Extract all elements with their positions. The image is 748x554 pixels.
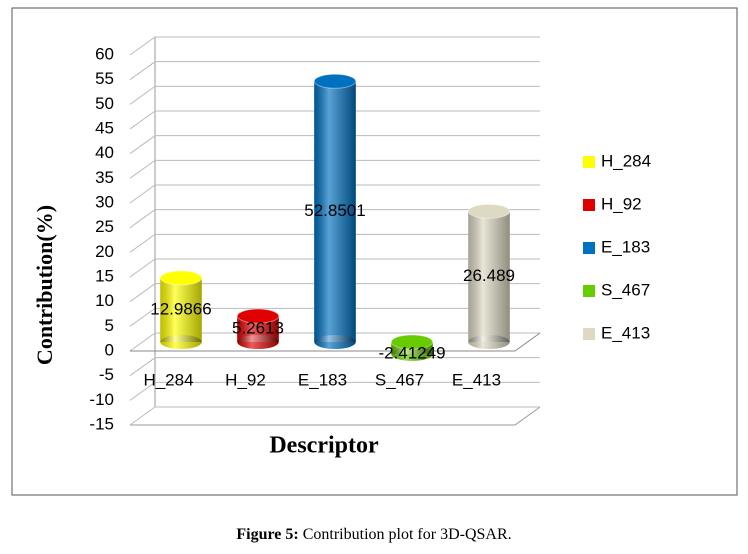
y-axis-label: Contribution(%) [32, 205, 57, 365]
bar [467, 203, 511, 349]
y-tick-label: -10 [89, 390, 114, 409]
legend-swatch [583, 242, 595, 254]
grid-line [129, 258, 540, 278]
grid-line [129, 307, 540, 327]
bar-top [390, 334, 434, 350]
y-tick-label: 20 [95, 242, 114, 261]
x-axis-label: Descriptor [269, 433, 379, 459]
caption: Figure 5: Contribution plot for 3D-QSAR. [236, 526, 511, 543]
chart-border [11, 7, 738, 496]
bar-top [467, 203, 511, 219]
grid-line [129, 381, 540, 401]
grid-line [129, 233, 540, 253]
caption-text: Contribution plot for 3D-QSAR. [303, 526, 512, 543]
x-tick-label: H_284 [143, 370, 193, 389]
y-tick-label: 60 [95, 44, 114, 63]
caption-label: Figure 5: [236, 526, 298, 543]
legend-swatch [583, 199, 595, 211]
grid-line [129, 36, 540, 56]
bar [390, 334, 434, 361]
y-tick-label: 35 [95, 168, 114, 187]
grid-line [129, 406, 540, 426]
legend-label: S_467 [601, 280, 650, 299]
data-label: 12.9866 [150, 299, 211, 318]
legend-label: E_183 [601, 237, 650, 256]
y-tick-label: 30 [95, 192, 114, 211]
legend-swatch [583, 285, 595, 297]
y-tick-label: 10 [95, 291, 114, 310]
legend-swatch [583, 328, 595, 340]
grid-line [129, 283, 540, 303]
floor [130, 406, 541, 426]
zero-plane [130, 332, 541, 352]
data-label: 5.2613 [232, 319, 284, 338]
y-tick-label: -15 [89, 414, 114, 433]
bar-top [236, 308, 280, 324]
grid-line [129, 184, 540, 204]
y-tick-label: 15 [95, 266, 114, 285]
bar-shade [160, 277, 202, 342]
y-tick-label: 50 [95, 94, 114, 113]
x-tick-label: S_467 [375, 370, 424, 389]
grid-line [129, 159, 540, 179]
legend-label: H_92 [601, 194, 642, 213]
data-label: 52.8501 [304, 201, 365, 220]
bar [313, 73, 357, 349]
y-tick-label: 0 [105, 340, 114, 359]
x-tick-label: H_92 [225, 370, 266, 389]
bar [236, 308, 280, 349]
grid-line [129, 209, 540, 229]
bar-shade [314, 81, 356, 343]
legend-swatch [583, 156, 595, 168]
legend-label: E_413 [601, 323, 650, 342]
data-label: 26.489 [463, 266, 515, 285]
grid-line [129, 332, 540, 352]
legend-label: H_284 [601, 151, 651, 170]
bar-top [159, 270, 203, 286]
y-tick-label: 5 [105, 316, 114, 335]
bar-top [313, 73, 357, 89]
grid-line [129, 85, 540, 105]
bar [159, 270, 203, 349]
grid-line [129, 110, 540, 130]
y-tick-label: 40 [95, 143, 114, 162]
data-label: -2.41249 [378, 343, 445, 362]
y-tick-label: 25 [95, 217, 114, 236]
y-tick-label: -5 [99, 365, 114, 384]
x-tick-label: E_183 [298, 370, 347, 389]
bar-shade [468, 211, 510, 342]
grid-line [129, 61, 540, 81]
y-tick-label: 45 [95, 118, 114, 137]
y-tick-label: 55 [95, 69, 114, 88]
grid-line [129, 135, 540, 155]
x-tick-label: E_413 [452, 370, 501, 389]
